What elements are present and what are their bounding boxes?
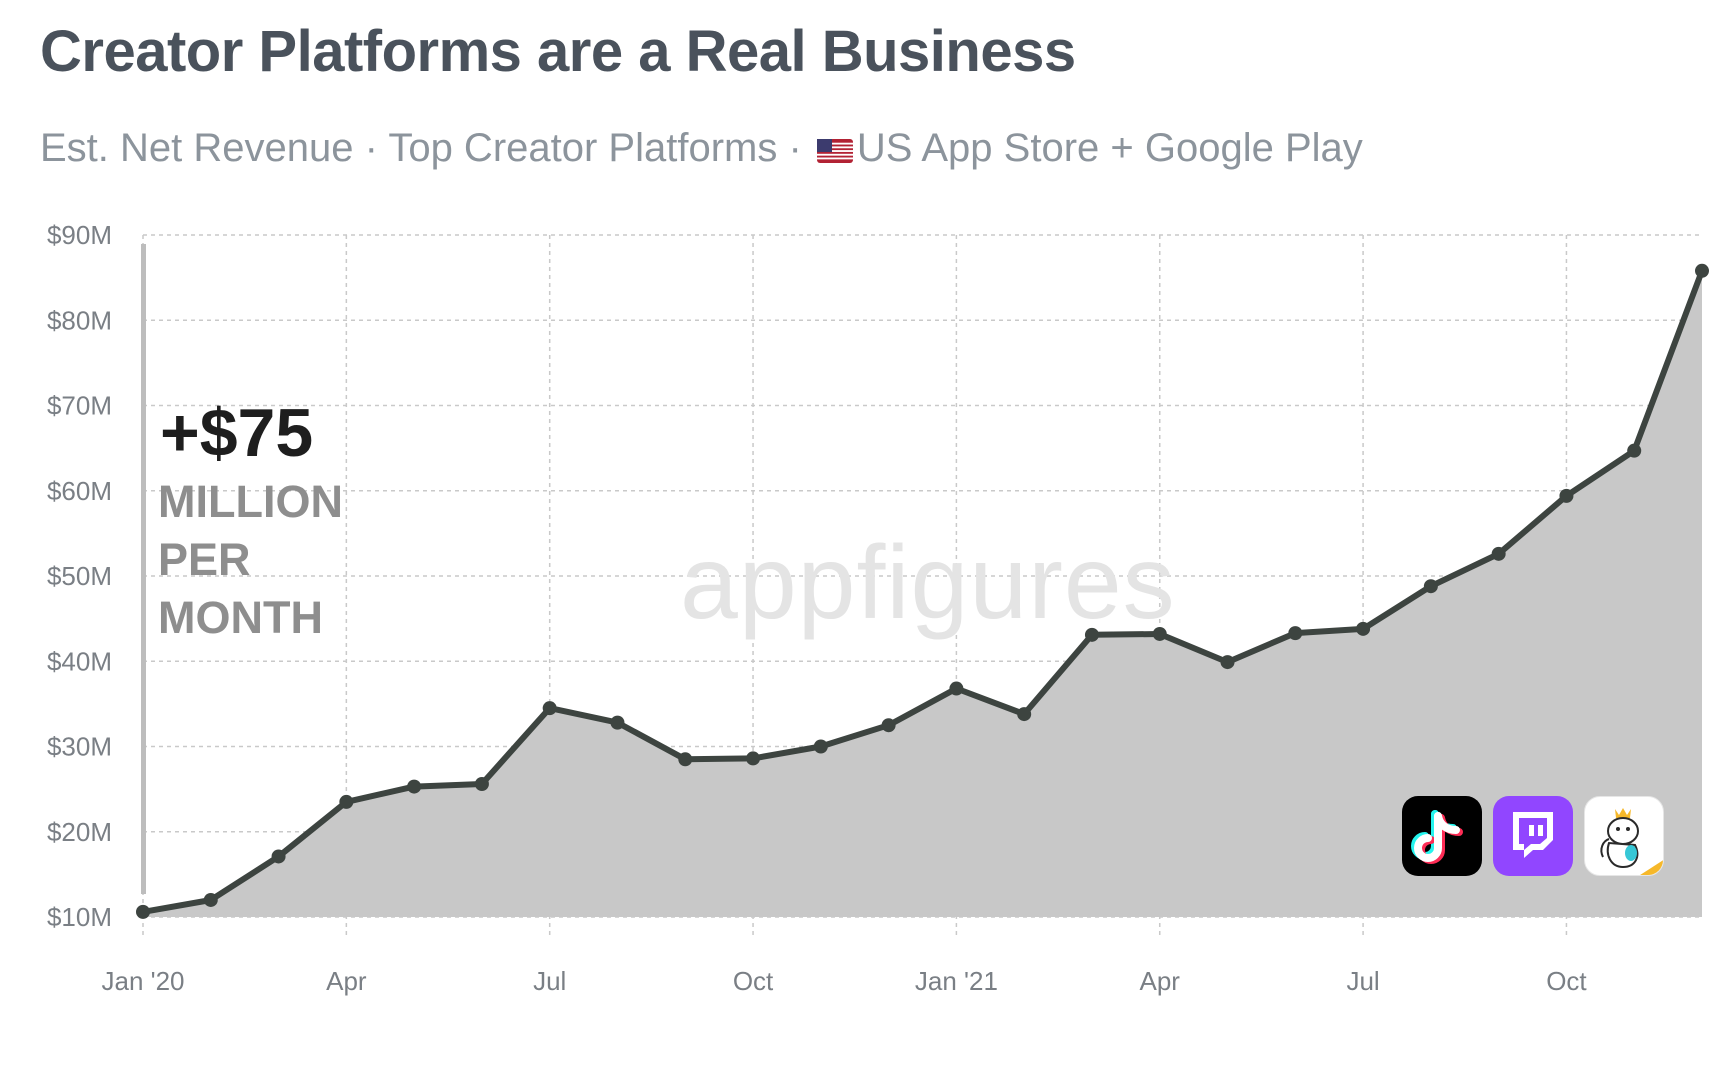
y-tick-label: $20M [47, 817, 112, 847]
y-tick-label: $70M [47, 391, 112, 421]
data-point [1220, 655, 1235, 670]
x-tick-label: Jul [1346, 966, 1379, 996]
y-tick-label: $90M [47, 220, 112, 250]
data-point [1423, 579, 1438, 594]
bigo-live-icon [1584, 796, 1664, 876]
data-point [746, 751, 761, 766]
watermark: appfigures [680, 525, 1176, 641]
x-tick-label: Oct [1546, 966, 1587, 996]
y-tick-label: $50M [47, 561, 112, 591]
subtitle-source: US App Store + Google Play [856, 126, 1363, 170]
data-point [1695, 263, 1709, 278]
callout-line-million: MILLION [158, 476, 343, 527]
y-tick-label: $60M [47, 476, 112, 506]
subtitle-text: Est. Net Revenue · Top Creator Platforms… [40, 126, 813, 170]
data-point [678, 752, 693, 767]
data-point [1491, 546, 1506, 561]
tiktok-icon [1402, 796, 1482, 876]
data-point [1017, 707, 1032, 722]
callout-bar [141, 244, 146, 894]
y-axis-ticks: $10M $20M $30M $40M $50M $60M $70M $80M $90M [47, 220, 112, 932]
data-point [1084, 627, 1099, 642]
y-tick-label: $30M [47, 732, 112, 762]
x-tick-label: Jul [533, 966, 566, 996]
data-point [881, 718, 896, 733]
callout-line-month: MONTH [158, 592, 323, 643]
revenue-line [142, 269, 1705, 915]
x-axis-ticks: Jan '20 Apr Jul Oct Jan '21 Apr Jul Oct [101, 966, 1587, 996]
data-point [203, 892, 218, 907]
data-point [1288, 626, 1303, 641]
x-tick-label: Apr [1140, 966, 1181, 996]
x-tick-label: Oct [733, 966, 774, 996]
data-point [474, 777, 489, 792]
data-point [610, 715, 625, 730]
data-point [949, 681, 964, 696]
data-point [407, 779, 422, 794]
chart-subtitle: Est. Net Revenue · Top Creator Platforms… [40, 126, 1363, 171]
callout-line-per: PER [158, 534, 251, 585]
data-point [813, 739, 828, 754]
callout-value: +$75 [160, 395, 313, 471]
data-point [271, 849, 286, 864]
data-point [339, 794, 354, 809]
data-point [542, 701, 557, 716]
revenue-area [143, 270, 1702, 917]
data-point [1627, 443, 1642, 458]
x-tick-label: Apr [326, 966, 367, 996]
data-points [136, 263, 1709, 919]
y-tick-label: $40M [47, 646, 112, 676]
data-point [1152, 626, 1167, 641]
y-tick-label: $80M [47, 305, 112, 335]
twitch-icon [1493, 796, 1573, 876]
x-tick-label: Jan '21 [915, 966, 998, 996]
y-tick-label: $10M [47, 902, 112, 932]
us-flag-icon [816, 139, 853, 163]
x-tick-label: Jan '20 [101, 966, 184, 996]
data-point [136, 904, 150, 919]
chart-title: Creator Platforms are a Real Business [40, 19, 1076, 84]
data-point [1356, 621, 1371, 636]
data-point [1559, 488, 1574, 503]
